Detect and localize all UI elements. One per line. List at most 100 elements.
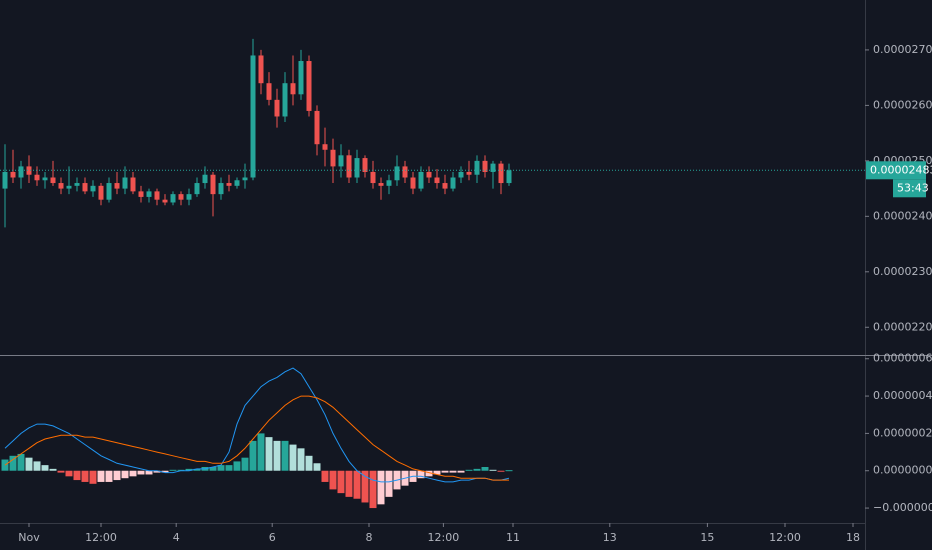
histogram-bar xyxy=(273,440,281,471)
histogram-bar xyxy=(353,470,361,499)
candle-body xyxy=(426,171,432,178)
candle-body xyxy=(306,61,312,111)
candle-body xyxy=(114,183,120,189)
histogram-bar xyxy=(25,457,33,471)
candle-body xyxy=(2,171,8,189)
histogram-bar xyxy=(81,470,89,482)
candle-body xyxy=(346,155,352,178)
histogram-bar xyxy=(337,470,345,494)
x-tick-label: 12:00 xyxy=(428,531,460,544)
candle-body xyxy=(226,183,232,186)
countdown-box xyxy=(893,179,926,198)
histogram-bar xyxy=(33,461,41,471)
histogram-bar xyxy=(489,469,497,471)
histogram-bar xyxy=(473,468,481,471)
candle-body xyxy=(162,199,168,203)
candle-body xyxy=(130,177,136,192)
candle-body xyxy=(178,194,184,200)
histogram-bar xyxy=(313,463,321,471)
histogram-bar xyxy=(305,455,313,471)
x-tick-label: Nov xyxy=(18,531,40,544)
candle-body xyxy=(282,83,288,117)
histogram-bar xyxy=(385,470,393,497)
x-tick-label: 13 xyxy=(603,531,617,544)
candle-body xyxy=(202,174,208,184)
x-tick-label: 18 xyxy=(846,531,860,544)
histogram-bar xyxy=(505,470,513,472)
histogram-bar xyxy=(345,470,353,497)
candle-body xyxy=(266,83,272,100)
histogram-bar xyxy=(281,440,289,471)
candle-body xyxy=(66,185,72,189)
histogram-bar xyxy=(465,469,473,471)
candle-body xyxy=(314,110,320,145)
candle-body xyxy=(338,155,344,167)
x-tick-label: 8 xyxy=(366,531,373,544)
x-tick-label: 6 xyxy=(269,531,276,544)
histogram-bar xyxy=(17,453,25,471)
y-tick-label: 0.00000060 xyxy=(873,352,932,365)
histogram-bar xyxy=(121,470,129,479)
histogram-bar xyxy=(257,433,265,471)
histogram-bar xyxy=(193,468,201,471)
histogram-bar xyxy=(289,444,297,471)
candle-body xyxy=(138,191,144,197)
candle-body xyxy=(410,177,416,189)
histogram-bar xyxy=(65,470,73,477)
candle-body xyxy=(378,183,384,186)
candle-body xyxy=(186,194,192,200)
histogram-bar xyxy=(265,437,273,471)
candle-body xyxy=(498,163,504,184)
x-tick-label: 12:00 xyxy=(85,531,117,544)
macd-line xyxy=(4,367,510,483)
histogram-bar xyxy=(369,470,377,509)
candle-body xyxy=(58,183,64,189)
histogram-bar xyxy=(225,465,233,471)
candle-body xyxy=(482,160,488,172)
candle-body xyxy=(10,171,16,178)
histogram-bar xyxy=(497,470,505,472)
histogram-bar xyxy=(233,461,241,471)
candle-body xyxy=(194,183,200,195)
candle-body xyxy=(98,185,104,200)
histogram-bar xyxy=(49,468,57,471)
histogram-bar xyxy=(433,470,441,475)
countdown: 53:43 xyxy=(897,181,929,194)
candle-body xyxy=(218,183,224,195)
candle-body xyxy=(242,177,248,181)
candle-body xyxy=(490,163,496,172)
x-tick-label: 12:00 xyxy=(769,531,801,544)
candle-body xyxy=(90,185,96,192)
histogram-bar xyxy=(145,470,153,475)
candle-body xyxy=(234,180,240,186)
histogram-bar xyxy=(97,470,105,482)
x-tick-label: 15 xyxy=(700,531,714,544)
histogram-bar xyxy=(57,470,65,473)
macd-line xyxy=(4,395,509,481)
candle-body xyxy=(74,183,80,186)
candle-body xyxy=(210,174,216,195)
candle-body xyxy=(42,177,48,181)
histogram-bar xyxy=(41,465,49,471)
histogram-bar xyxy=(153,470,161,473)
candle-body xyxy=(82,183,88,192)
candle-body xyxy=(370,171,376,184)
candle-body xyxy=(154,191,160,200)
candle-body xyxy=(290,83,296,95)
histogram-bar xyxy=(185,468,193,471)
histogram-bar xyxy=(73,470,81,481)
candle-body xyxy=(418,171,424,189)
candle-body xyxy=(250,55,256,178)
candle-body xyxy=(434,177,440,184)
candle-body xyxy=(466,171,472,175)
candle-body xyxy=(170,194,176,203)
histogram-bar xyxy=(113,470,121,481)
